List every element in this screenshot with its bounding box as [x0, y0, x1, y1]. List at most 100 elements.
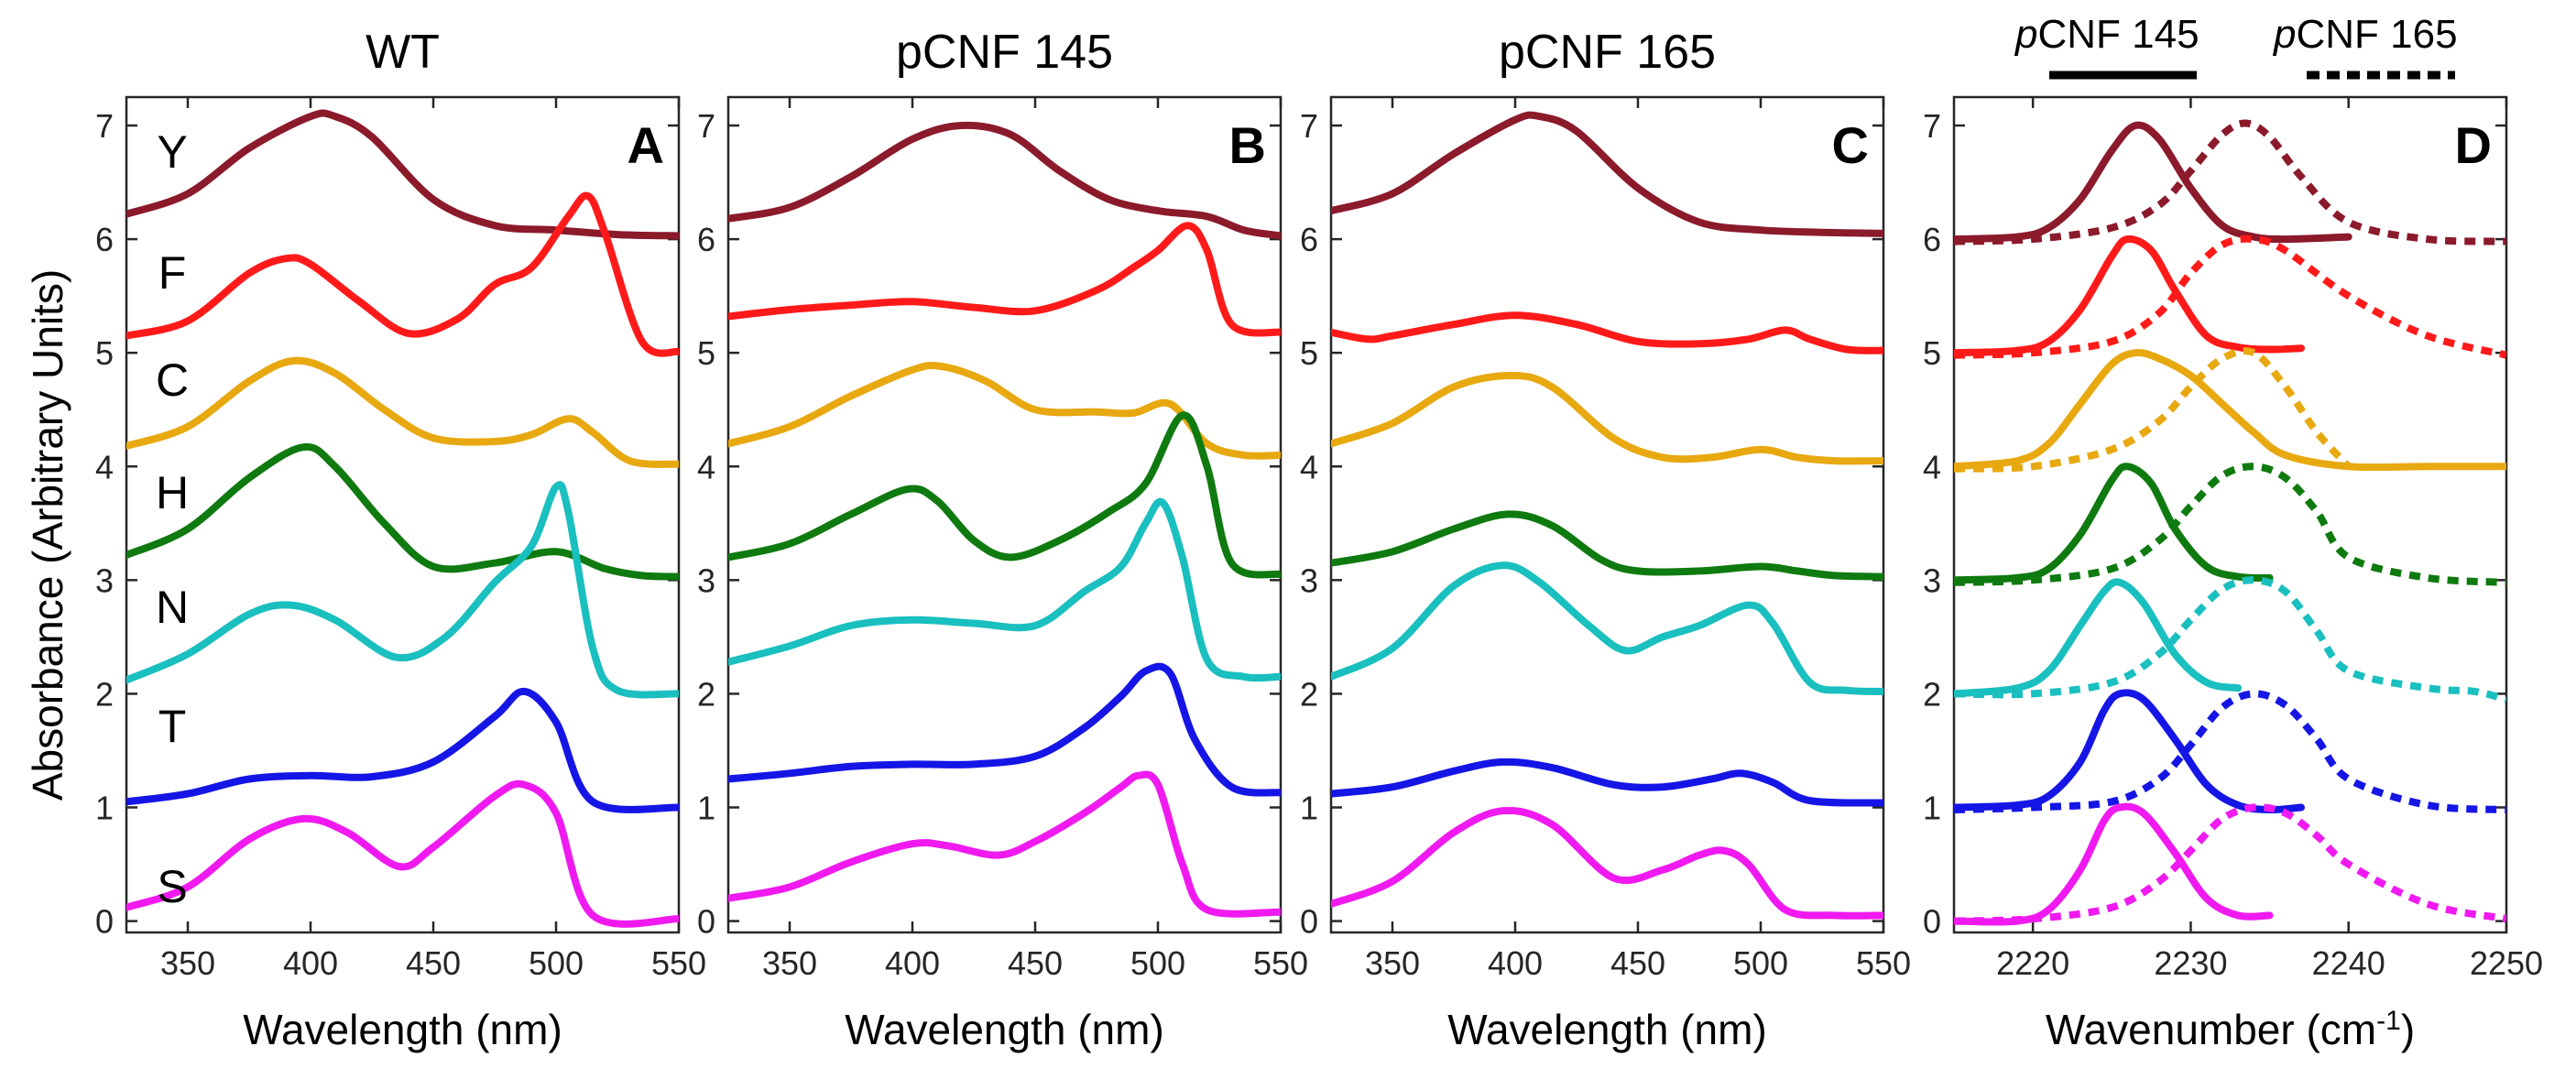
y-tick-label: 5	[1923, 334, 1941, 372]
y-tick-label: 3	[697, 561, 715, 599]
panel-title: pCNF 165	[1499, 26, 1716, 79]
series-line-y-dashed	[1954, 119, 2506, 245]
y-tick-label: 5	[95, 334, 114, 372]
x-tick-label: 400	[1488, 944, 1543, 982]
panel-title: WT	[366, 26, 440, 79]
series-line-s	[728, 770, 1281, 918]
x-axis-label: Wavelength (nm)	[845, 1006, 1164, 1053]
series-line-t-dashed	[1954, 690, 2506, 813]
series-line-t	[1331, 757, 1883, 807]
residue-letter-h: H	[156, 467, 189, 518]
y-tick-label: 0	[1923, 903, 1941, 941]
series-line-t	[126, 687, 679, 813]
x-axis-label: Wavelength (nm)	[1447, 1006, 1767, 1053]
x-tick-label: 400	[283, 944, 338, 982]
series-group	[1331, 111, 1883, 920]
y-tick-label: 4	[697, 448, 715, 485]
residue-letter-c: C	[156, 354, 189, 406]
y-tick-label: 1	[95, 790, 114, 827]
x-axis-label: Wavelength (nm)	[243, 1006, 562, 1053]
x-tick-label: 500	[1733, 944, 1788, 982]
series-line-c	[1954, 348, 2506, 472]
series-line-c-dashed	[1954, 347, 2352, 473]
y-tick-label: 6	[95, 221, 114, 258]
plot-frame	[726, 95, 1283, 934]
x-tick-label: 350	[160, 944, 215, 982]
residue-letter-s: S	[157, 861, 187, 912]
y-tick-label: 0	[697, 903, 715, 941]
series-line-y	[728, 121, 1281, 240]
series-line-f	[1954, 234, 2305, 357]
panel-d: 0 1 2 3 4 5 6 7 2220 2230 2240 2250 D Wavenumber (cm-…	[1923, 95, 2543, 1053]
series-line-h	[1331, 510, 1883, 581]
residue-letter-n: N	[156, 582, 189, 633]
panel-label: C	[1832, 116, 1869, 174]
series-line-s-dashed	[1954, 803, 2506, 925]
legend: pCNF 145 pCNF 165	[2014, 12, 2458, 80]
series-line-f-dashed	[1954, 234, 2506, 359]
y-tick-label: 2	[697, 675, 715, 713]
plot-frame	[1952, 95, 2508, 934]
y-tick-label: 7	[95, 107, 114, 145]
y-tick-label: 7	[697, 107, 715, 145]
y-tick-label: 5	[697, 334, 715, 372]
panel-label: B	[1229, 116, 1266, 174]
series-line-t	[728, 662, 1281, 797]
x-tick-label: 350	[762, 944, 817, 982]
y-tick-label: 6	[1923, 221, 1941, 258]
y-tick-label: 1	[697, 790, 715, 827]
y-tick-label: 2	[1300, 675, 1318, 713]
series-line-f	[126, 191, 679, 357]
x-tick-label: 2220	[1996, 944, 2069, 982]
y-tick-label: 4	[1300, 448, 1318, 485]
series-group	[728, 121, 1281, 918]
series-line-n	[126, 481, 679, 699]
series-line-c	[126, 356, 679, 468]
y-tick-label: 0	[1300, 903, 1318, 941]
series-line-h	[728, 411, 1281, 579]
panel-label: A	[628, 116, 664, 174]
panel-a: 0 1 2 3 4 5 6 7 350 400 450 500 550 A WT Wavelength (nm…	[95, 26, 706, 1053]
plot-frame	[1329, 95, 1885, 934]
x-tick-label: 450	[406, 944, 461, 982]
series-line-f	[1331, 311, 1883, 354]
series-group	[126, 109, 679, 928]
series-line-n	[1954, 578, 2243, 698]
y-tick-label: 3	[1923, 561, 1941, 599]
series-line-h	[126, 442, 679, 581]
residue-letter-y: Y	[157, 126, 187, 178]
y-tick-label: 3	[95, 561, 114, 599]
y-tick-label: 6	[697, 221, 715, 258]
y-axis-label: Absorbance (Arbitrary Units)	[24, 269, 71, 801]
y-tick-label: 1	[1300, 790, 1318, 827]
series-line-n-dashed	[1954, 576, 2506, 703]
series-group	[1954, 119, 2506, 926]
y-tick-label: 6	[1300, 221, 1318, 258]
residue-letter-t: T	[158, 701, 187, 752]
x-tick-label: 550	[651, 944, 706, 982]
series-line-y	[1331, 111, 1883, 237]
series-line-y	[1954, 121, 2352, 244]
legend-solid-label: pCNF 145	[2014, 12, 2199, 57]
panel-label: D	[2455, 116, 2492, 174]
y-tick-label: 7	[1300, 107, 1318, 145]
plot-frame	[125, 95, 681, 934]
y-tick-label: 1	[1923, 790, 1941, 827]
series-line-s	[1331, 806, 1883, 920]
y-tick-label: 3	[1300, 561, 1318, 599]
series-line-n	[1331, 561, 1883, 695]
x-tick-label: 450	[1610, 944, 1665, 982]
series-line-y	[126, 109, 679, 240]
x-tick-label: 2240	[2312, 944, 2385, 982]
panel-title: pCNF 145	[896, 26, 1113, 79]
x-tick-label: 450	[1008, 944, 1063, 982]
y-tick-label: 5	[1300, 334, 1318, 372]
legend-dashed-label: pCNF 165	[2272, 12, 2458, 57]
y-tick-label: 4	[1923, 448, 1941, 485]
series-line-h-dashed	[1954, 463, 2506, 586]
y-tick-label: 4	[95, 448, 114, 485]
series-line-c	[1331, 372, 1883, 465]
x-tick-label: 350	[1365, 944, 1420, 982]
